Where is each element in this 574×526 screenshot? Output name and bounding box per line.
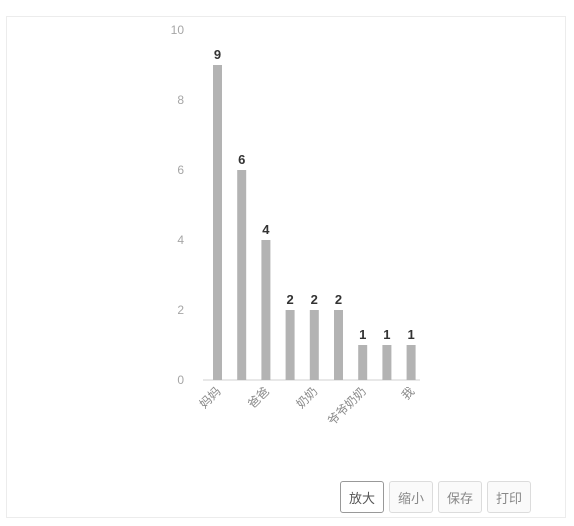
y-tick-label: 4: [177, 233, 184, 247]
data-label: 4: [262, 222, 270, 237]
data-label: 9: [214, 47, 221, 62]
x-tick-label: 爸爸: [245, 384, 272, 411]
x-tick-label: 妈妈: [197, 384, 224, 411]
zoom-in-button[interactable]: 放大: [340, 481, 384, 513]
bar: [382, 345, 392, 380]
zoom-out-button[interactable]: 缩小: [389, 481, 433, 513]
x-axis-labels: 妈妈 爸爸 奶奶 爷爷奶奶 我: [197, 384, 417, 428]
data-label: 2: [286, 292, 293, 307]
data-label: 1: [383, 327, 390, 342]
y-tick-label: 0: [177, 373, 184, 387]
chart-toolbar: 放大 缩小 保存 打印: [340, 481, 531, 515]
data-label: 6: [238, 152, 245, 167]
bar: [358, 345, 368, 380]
bar: [309, 310, 319, 380]
chart-frame: [6, 16, 566, 518]
print-button[interactable]: 打印: [487, 481, 531, 513]
x-tick-label: 爷爷奶奶: [325, 384, 369, 428]
data-label: 1: [359, 327, 366, 342]
data-label: 1: [407, 327, 414, 342]
bar-chart: 0 2 4 6 8 10 9 6 4 2 2 2 1 1 1 妈妈 爸爸 奶奶 爷爷奶奶 我: [171, 23, 420, 428]
bar: [406, 345, 416, 380]
data-label: 2: [311, 292, 318, 307]
x-tick-label: 我: [399, 384, 417, 402]
x-tick-label: 奶奶: [294, 384, 321, 411]
bar: [213, 65, 222, 380]
data-label: 2: [335, 292, 342, 307]
bars: 9 6 4 2 2 2 1 1 1: [213, 47, 416, 380]
y-axis: 0 2 4 6 8 10: [171, 23, 185, 387]
bar: [285, 310, 295, 380]
y-tick-label: 6: [177, 163, 184, 177]
bar: [334, 310, 343, 380]
save-button[interactable]: 保存: [438, 481, 482, 513]
y-tick-label: 8: [177, 93, 184, 107]
y-tick-label: 10: [171, 23, 185, 37]
bar: [237, 170, 247, 380]
y-tick-label: 2: [177, 303, 184, 317]
bar: [261, 240, 271, 380]
